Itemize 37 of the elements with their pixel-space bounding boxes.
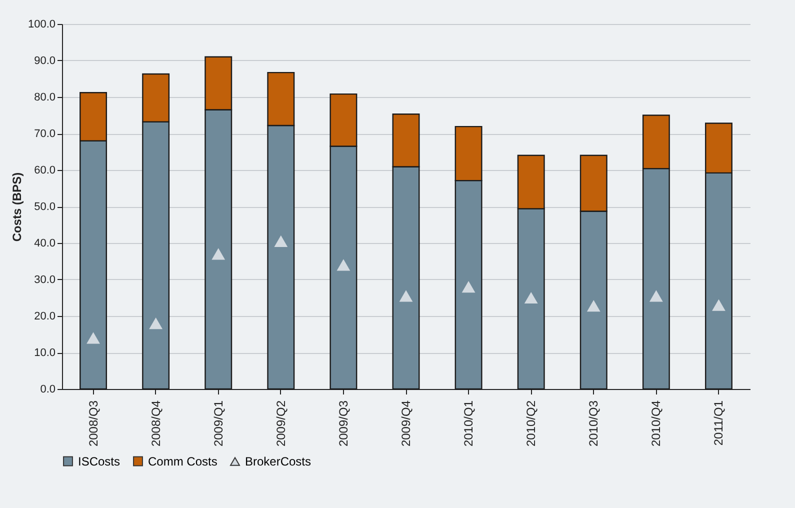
y-axis-title: Costs (BPS) <box>10 172 24 242</box>
legend-label: ISCosts <box>78 454 120 468</box>
x-tick-label: 2009/Q1 <box>211 400 226 447</box>
x-tick-label: 2010/Q4 <box>649 400 664 447</box>
point <box>462 280 476 293</box>
y-tick-label: 0.0 <box>40 384 56 396</box>
point <box>336 259 350 271</box>
point <box>212 248 226 260</box>
point <box>649 290 663 302</box>
y-tick-label: 70.0 <box>34 128 56 140</box>
point <box>712 299 726 311</box>
legend-label: BrokerCosts <box>245 454 312 468</box>
y-tick-label: 50.0 <box>34 201 56 213</box>
x-tick-label: 2009/Q2 <box>274 400 288 447</box>
x-tick-label: 2009/Q3 <box>336 400 350 447</box>
x-tick-label: 2010/Q2 <box>524 400 538 447</box>
legend-label: Comm Costs <box>148 454 218 468</box>
y-tick-label: 40.0 <box>34 238 56 250</box>
x-tick-label: 2008/Q3 <box>86 400 100 447</box>
y-tick-label: 60.0 <box>34 164 56 176</box>
y-tick-label: 10.0 <box>34 347 56 359</box>
x-tick-label: 2011/Q1 <box>712 400 726 446</box>
y-tick-label: 80.0 <box>34 92 56 104</box>
point <box>399 290 413 302</box>
y-tick-label: 90.0 <box>34 55 56 67</box>
x-tick-label: 2010/Q3 <box>586 400 601 447</box>
x-tick-label: 2009/Q4 <box>399 400 413 447</box>
point <box>149 317 163 330</box>
y-tick-label: 20.0 <box>34 310 56 322</box>
x-tick-label: 2008/Q4 <box>148 400 163 447</box>
point <box>86 332 100 344</box>
point <box>586 300 600 312</box>
y-tick-label: 30.0 <box>34 274 56 286</box>
x-tick-label: 2010/Q1 <box>462 400 476 447</box>
point <box>524 292 538 304</box>
point <box>274 235 288 247</box>
y-tick-label: 100.0 <box>28 18 56 30</box>
